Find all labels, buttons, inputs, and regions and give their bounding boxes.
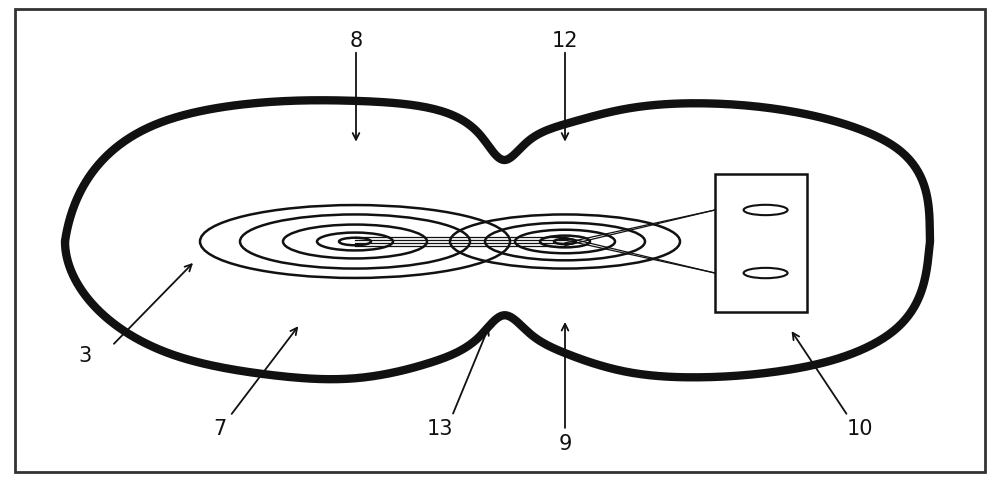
Text: 12: 12 (552, 31, 578, 51)
Text: 13: 13 (427, 418, 453, 439)
Text: 7: 7 (213, 418, 227, 439)
Text: 8: 8 (349, 31, 363, 51)
Text: 9: 9 (558, 433, 572, 453)
Text: 10: 10 (847, 418, 873, 439)
Text: 3: 3 (78, 346, 92, 366)
Bar (715, 174, 807, 312)
